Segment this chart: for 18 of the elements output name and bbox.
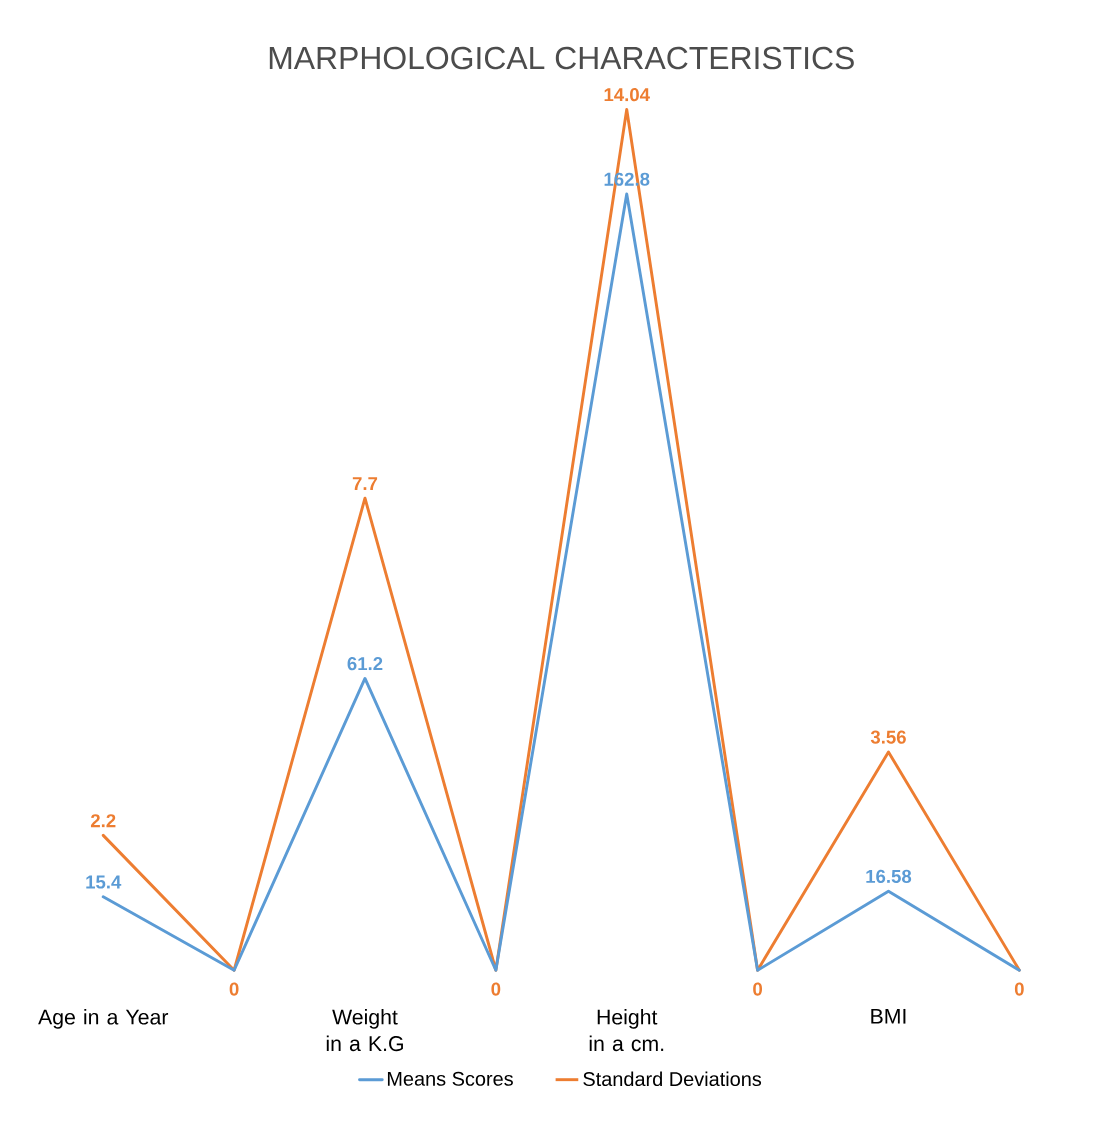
data-label: 0 — [753, 982, 762, 996]
data-label: 7.7 — [352, 477, 378, 490]
chart-title: MARPHOLOGICAL CHARACTERISTICS — [269, 46, 854, 70]
data-label: 0 — [491, 982, 501, 996]
data-label: 3.56 — [870, 730, 906, 744]
data-label: 0 — [229, 982, 239, 996]
x-tick-label: Weight in a K.G — [326, 1008, 403, 1052]
x-tick-label: Age in a Year — [38, 1008, 169, 1029]
data-label: 61.2 — [347, 657, 383, 671]
legend-label: Means Scores — [387, 1071, 513, 1086]
data-label: 15.4 — [86, 875, 122, 889]
x-tick-label: BMI — [871, 1008, 906, 1024]
data-label: 0 — [1014, 982, 1024, 996]
data-label: 2.2 — [90, 814, 116, 828]
legend-label: Standard Deviations — [583, 1071, 762, 1087]
data-label: 16.58 — [866, 869, 912, 883]
data-label: 14.04 — [604, 88, 650, 102]
x-tick-label: Height in a cm. — [589, 1008, 664, 1052]
